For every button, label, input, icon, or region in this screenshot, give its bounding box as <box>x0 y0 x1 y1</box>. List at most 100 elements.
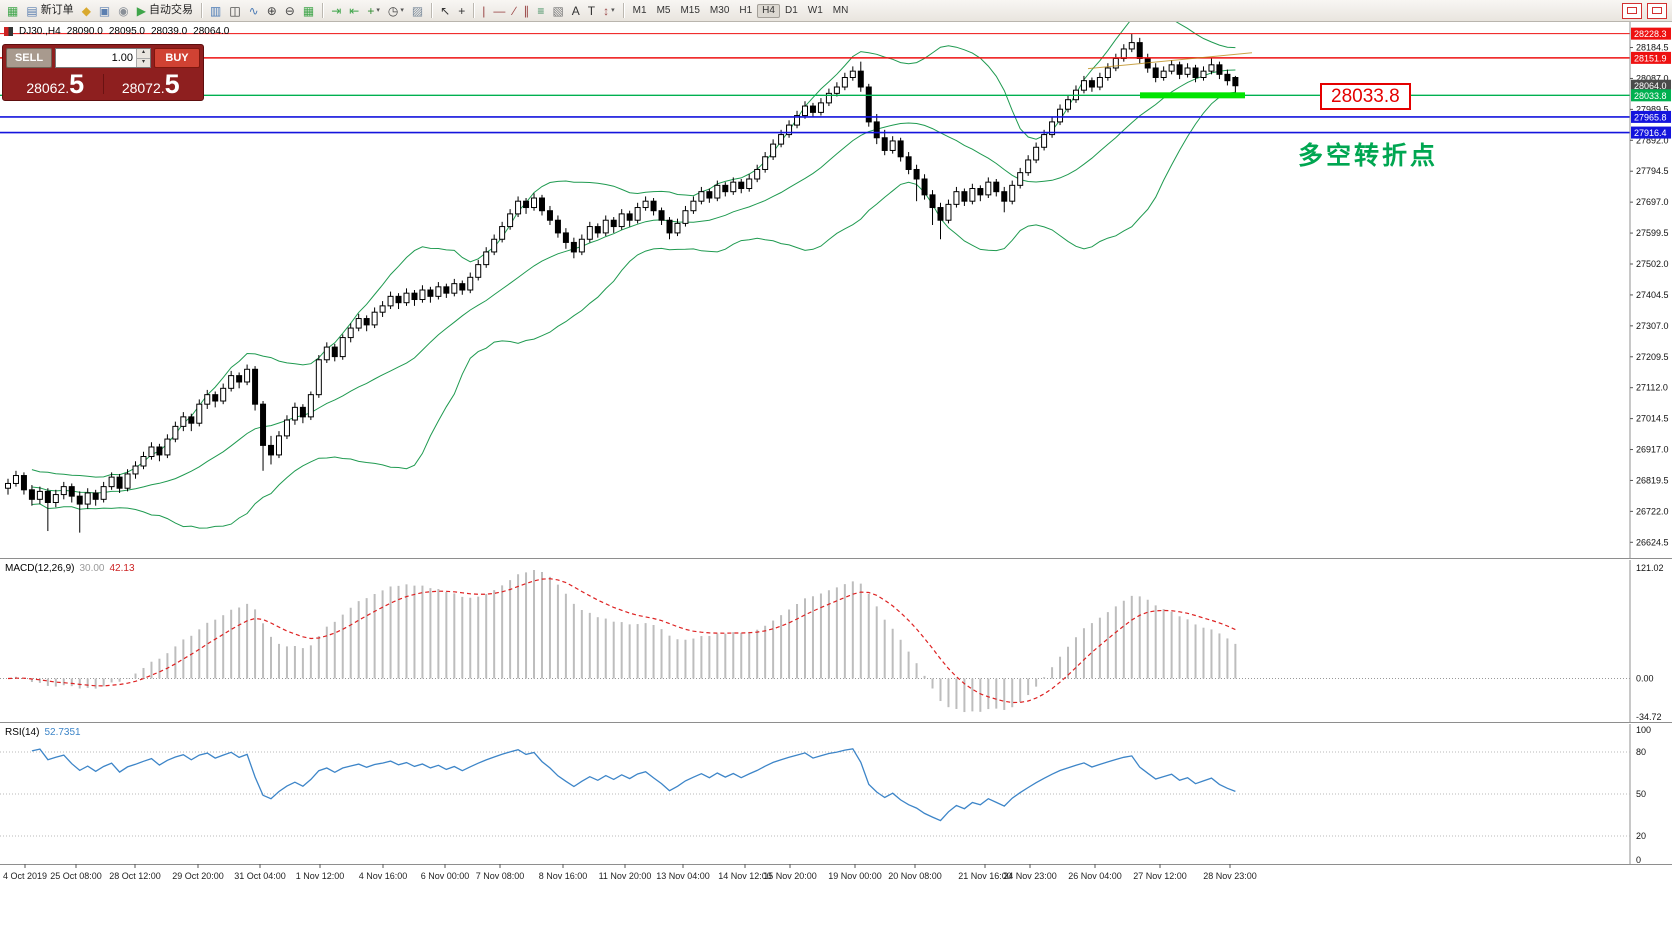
chart-window-button-2[interactable] <box>1647 2 1667 19</box>
bar-chart-type-glyph: ▥ <box>209 3 222 18</box>
price-badge <box>1631 126 1671 139</box>
horizontal-line-icon[interactable]: — <box>489 4 509 18</box>
charts-icon[interactable]: ▦ <box>3 4 22 18</box>
svg-text:100: 100 <box>1636 725 1651 735</box>
svg-text:28 Nov 23:00: 28 Nov 23:00 <box>1203 871 1257 881</box>
timeframe-w1-button[interactable]: W1 <box>807 4 823 16</box>
turning-point-note[interactable]: 多空转折点 <box>1298 142 1439 170</box>
volume-down-button[interactable]: ▾ <box>137 58 150 67</box>
buy-price-small: 28072. <box>121 80 165 96</box>
svg-text:19 Nov 00:00: 19 Nov 00:00 <box>828 871 882 881</box>
tile-windows-icon[interactable]: ▦ <box>299 4 318 18</box>
svg-text:26722.0: 26722.0 <box>1636 506 1669 516</box>
sell-price-small: 28062. <box>26 80 70 96</box>
templates-glyph: ▨ <box>411 3 424 18</box>
channel-icon[interactable]: ∥ <box>519 4 533 18</box>
timeframe-m15-button[interactable]: M15 <box>680 4 700 16</box>
macd-signal-value: 42.13 <box>109 563 135 574</box>
data-window-icon[interactable]: ▣ <box>95 4 114 18</box>
channel-glyph: ∥ <box>523 3 530 18</box>
new-order-button[interactable]: ▤ 新订单 <box>22 4 77 18</box>
line-chart-type-icon[interactable]: ∿ <box>245 4 263 18</box>
svg-text:-34.72: -34.72 <box>1636 712 1662 722</box>
toolbar-separator <box>322 3 324 18</box>
text-glyph: A <box>571 3 580 18</box>
candlestick-type-icon[interactable]: ◫ <box>225 4 244 18</box>
timeframe-d1-button[interactable]: D1 <box>784 4 798 16</box>
crosshair-icon[interactable]: + <box>454 4 469 18</box>
macd-panel: 121.02 0.00 -34.72 <box>0 563 1664 722</box>
data-window-glyph: ▣ <box>98 3 111 18</box>
arrows-button[interactable]: ↕ ▾ <box>599 4 619 18</box>
svg-text:1 Nov 12:00: 1 Nov 12:00 <box>296 871 345 881</box>
arrows-glyph: ↕ <box>603 3 610 18</box>
svg-text:20: 20 <box>1636 831 1646 841</box>
bollinger-bands <box>31 10 1236 529</box>
svg-text:50: 50 <box>1636 789 1646 799</box>
svg-text:14 Nov 12:00: 14 Nov 12:00 <box>718 871 772 881</box>
svg-text:0: 0 <box>1636 855 1641 865</box>
volume-up-button[interactable]: ▴ <box>137 49 150 59</box>
navigator-glyph: ◉ <box>118 3 129 18</box>
sell-price: 28062.5 <box>8 69 103 99</box>
svg-text:27404.5: 27404.5 <box>1636 290 1669 300</box>
toolbar-items: ▦ ▤ 新订单 ◆ ▣ ◉ ▶ 自动交易 ▥ ◫ ∿ ⊕ ⊖ ▦ ⇥ ⇤ + ▾ ◷ ▾ ▨ ↖ + | — ∕ ∥ ≡ ▧ A T ↕ ▾ M1… <box>3 0 1617 21</box>
vertical-line-icon[interactable]: | <box>478 4 489 18</box>
timeframe-m1-button[interactable]: M1 <box>632 4 647 16</box>
sell-price-big: 5 <box>69 69 85 99</box>
indicators-button[interactable]: + ▾ <box>363 4 384 18</box>
trendline-icon[interactable]: ∕ <box>509 4 519 18</box>
support-highlight[interactable] <box>1140 92 1245 99</box>
auto-trading-button-label: 自动交易 <box>148 4 193 16</box>
shapes-icon[interactable]: ▧ <box>548 4 567 18</box>
sell-button[interactable]: SELL <box>6 48 52 68</box>
toolbar-right <box>1617 2 1669 19</box>
svg-text:28151.9: 28151.9 <box>1634 53 1667 63</box>
open-value: 28090.0 <box>66 26 103 37</box>
svg-text:26624.5: 26624.5 <box>1636 537 1669 547</box>
svg-text:28064.0: 28064.0 <box>1634 81 1667 91</box>
auto-trading-button[interactable]: ▶ 自动交易 <box>133 4 197 18</box>
fibonacci-icon[interactable]: ≡ <box>533 4 548 18</box>
price-badge <box>1631 51 1671 64</box>
shapes-glyph: ▧ <box>552 3 564 18</box>
svg-text:28184.5: 28184.5 <box>1636 43 1669 53</box>
auto-scroll-icon[interactable]: ⇥ <box>327 4 345 18</box>
new-order-glyph: ▤ <box>26 3 38 18</box>
text-label-icon[interactable]: T <box>584 4 599 18</box>
svg-text:27892.0: 27892.0 <box>1636 135 1669 145</box>
navigator-icon[interactable]: ◉ <box>114 4 132 18</box>
timeframe-mn-button[interactable]: MN <box>832 4 849 16</box>
svg-text:0.00: 0.00 <box>1636 674 1654 684</box>
zoom-in-icon[interactable]: ⊕ <box>263 4 281 18</box>
bar-chart-type-icon[interactable]: ▥ <box>206 4 225 18</box>
chart-shift-icon[interactable]: ⇤ <box>345 4 363 18</box>
timeframe-m5-button[interactable]: M5 <box>656 4 671 16</box>
svg-text:7 Nov 08:00: 7 Nov 08:00 <box>476 871 525 881</box>
chart-window-button-1[interactable] <box>1622 2 1642 19</box>
zoom-out-icon[interactable]: ⊖ <box>281 4 299 18</box>
macd-title-text: MACD(12,26,9) <box>5 563 75 574</box>
cursor-icon[interactable]: ↖ <box>436 4 454 18</box>
svg-text:28033.8: 28033.8 <box>1634 91 1667 101</box>
timeframe-m30-button[interactable]: M30 <box>709 4 730 16</box>
text-icon[interactable]: A <box>568 4 584 18</box>
price-level-label[interactable]: 28033.8 <box>1320 83 1411 110</box>
metaeditor-icon[interactable]: ◆ <box>78 4 95 18</box>
price-divider <box>102 74 104 95</box>
price-badge <box>1631 27 1671 40</box>
toolbar-separator <box>200 3 202 18</box>
volume-input[interactable] <box>56 49 136 67</box>
timeframe-h1-button[interactable]: H1 <box>739 4 753 16</box>
chevron-down-icon: ▾ <box>376 7 380 14</box>
buy-button[interactable]: BUY <box>154 48 200 68</box>
periods-button[interactable]: ◷ ▾ <box>384 4 408 18</box>
trendline[interactable] <box>1087 52 1253 70</box>
cursor-glyph: ↖ <box>440 3 451 18</box>
svg-text:31 Oct 04:00: 31 Oct 04:00 <box>234 871 286 881</box>
templates-icon[interactable]: ▨ <box>408 4 427 18</box>
horizontal-line-glyph: — <box>493 3 506 18</box>
timeframe-h4-button[interactable]: H4 <box>757 3 780 18</box>
svg-text:80: 80 <box>1636 747 1646 757</box>
